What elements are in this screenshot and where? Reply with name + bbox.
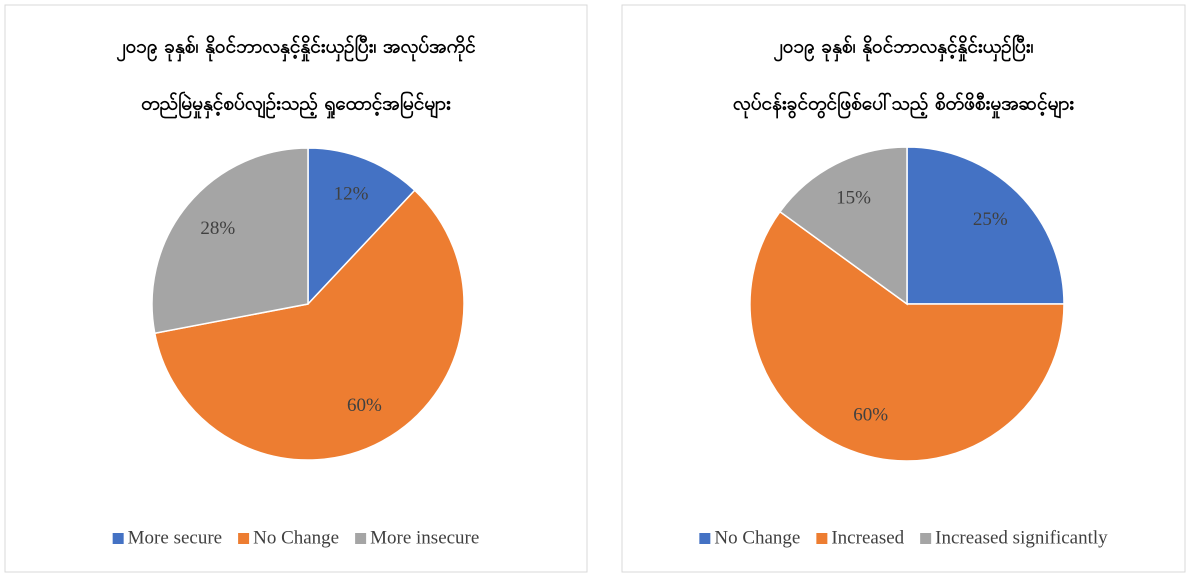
data-label: 12% bbox=[334, 184, 369, 205]
legend-label: Increased bbox=[831, 527, 904, 548]
legend-label: More insecure bbox=[370, 527, 479, 548]
data-label: 15% bbox=[836, 187, 871, 208]
data-label: 28% bbox=[200, 218, 235, 239]
chart: ၂၀၁၉ ခုနှစ်၊ နိုဝင်ဘာလနှင့်နှိုင်းယှဉ်ပြ… bbox=[621, 4, 1186, 573]
legend-label: Increased significantly bbox=[935, 527, 1108, 548]
legend-swatch bbox=[238, 533, 250, 544]
data-label: 60% bbox=[347, 395, 382, 416]
chart: ၂၀၁၉ ခုနှစ်၊ နိုဝင်ဘာလနှင့်နှိုင်းယှဉ်ပြ… bbox=[4, 4, 588, 573]
legend-label: More secure bbox=[128, 527, 222, 548]
legend-swatch bbox=[816, 533, 828, 544]
legend-swatch bbox=[112, 533, 124, 544]
pie-slice bbox=[307, 147, 416, 306]
legend-swatch bbox=[699, 533, 711, 544]
data-label: 25% bbox=[973, 209, 1008, 230]
pie-slice bbox=[906, 146, 1065, 305]
legend-label: No Change bbox=[253, 527, 339, 548]
legend-swatch bbox=[920, 533, 932, 544]
legend: More secure No Change More insecure bbox=[112, 527, 479, 548]
pie-slice bbox=[153, 189, 465, 461]
legend-swatch bbox=[355, 533, 367, 544]
legend-label: No Change bbox=[714, 527, 800, 548]
data-label: 60% bbox=[853, 404, 888, 425]
pie-slice bbox=[749, 210, 1065, 462]
pie-slice bbox=[151, 147, 309, 335]
pie-slice bbox=[778, 146, 908, 306]
legend: No Change Increased Increased significantl… bbox=[699, 527, 1108, 548]
